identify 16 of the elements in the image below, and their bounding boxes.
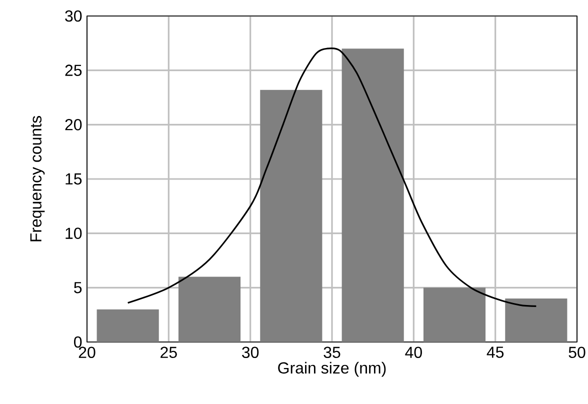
y-tick-label: 10 — [66, 228, 82, 239]
x-tick-label: 25 — [160, 346, 177, 358]
x-tick-label: 30 — [242, 346, 259, 358]
x-tick-label: 35 — [324, 346, 340, 358]
y-tick-label: 5 — [74, 282, 82, 294]
y-tick-label: 20 — [65, 119, 82, 130]
y-tick-label: 25 — [65, 64, 82, 76]
y-tick-label: 0 — [74, 336, 82, 348]
y-tick-label: 15 — [66, 173, 82, 185]
y-axis-title: Frequency counts — [30, 116, 45, 242]
x-axis-title: Grain size (nm) — [278, 362, 386, 377]
line-series — [127, 47, 537, 307]
y-tick-label: 30 — [65, 10, 82, 22]
x-tick-label: 50 — [568, 346, 586, 358]
x-tick-label: 45 — [486, 346, 504, 358]
x-tick-label: 40 — [405, 346, 422, 358]
